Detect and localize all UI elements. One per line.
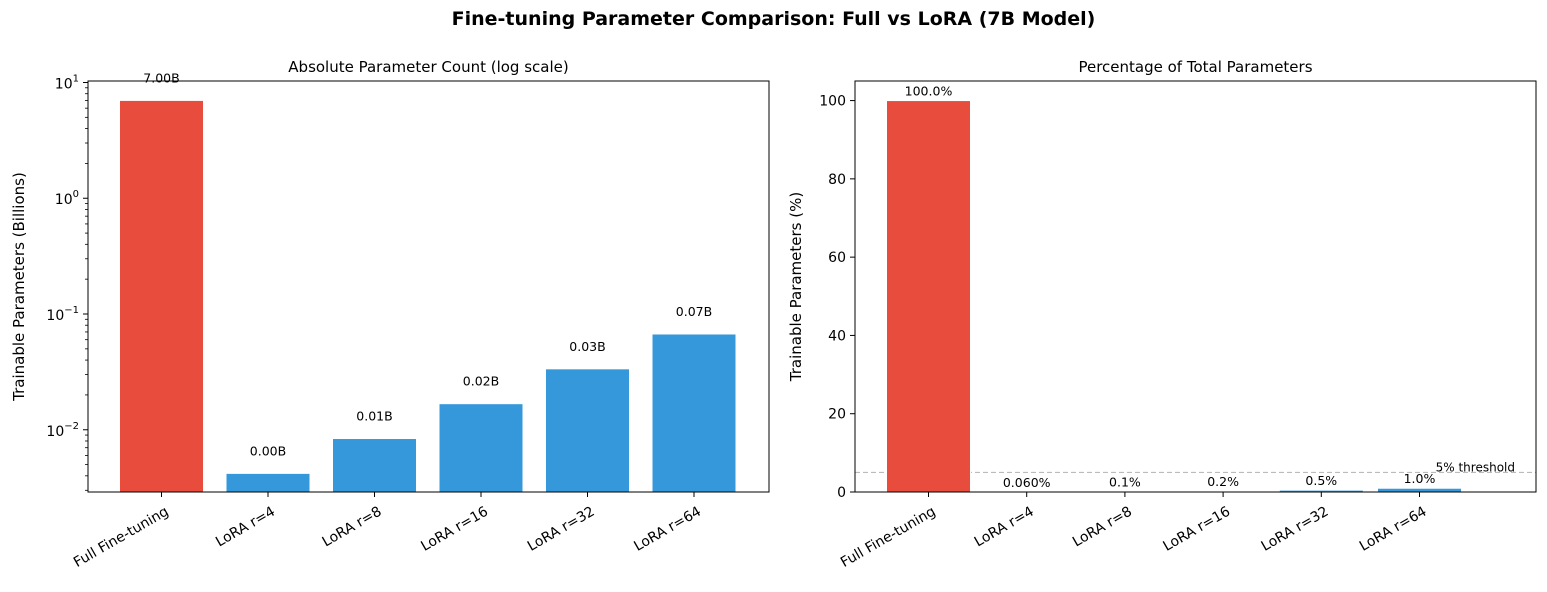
- bar-data-label: 0.07B: [676, 304, 712, 319]
- y-axis-label: Trainable Parameters (%): [787, 192, 805, 382]
- bar-1: [119, 99, 204, 493]
- bar-data-label: 0.02B: [463, 374, 499, 389]
- panel-title: Percentage of Total Parameters: [1078, 58, 1312, 76]
- y-tick-label: 80: [828, 172, 846, 188]
- bar-3: [332, 438, 417, 493]
- y-tick-label: 10−2: [46, 421, 79, 440]
- y-tick-label: 40: [828, 328, 846, 344]
- x-tick-label: Full Fine-tuning: [71, 504, 171, 571]
- threshold-label: 5% threshold: [1436, 460, 1515, 474]
- bar-2: [225, 472, 311, 493]
- panel-title: Absolute Parameter Count (log scale): [288, 58, 568, 76]
- y-tick-label: 0: [837, 485, 846, 501]
- bar-data-label: 0.00B: [250, 443, 286, 458]
- x-tick-label: Full Fine-tuning: [838, 504, 938, 571]
- bar-4: [438, 403, 524, 493]
- x-tick-label: LoRA r=16: [418, 504, 491, 555]
- figure-title: Fine-tuning Parameter Comparison: Full v…: [451, 8, 1096, 30]
- bar-data-label: 0.1%: [1109, 475, 1141, 490]
- x-tick-label: LoRA r=32: [1259, 504, 1332, 555]
- bar-6: [1377, 487, 1462, 493]
- plot-frame: [87, 80, 770, 493]
- x-tick-label: LoRA r=8: [1070, 504, 1135, 551]
- x-tick-label: LoRA r=8: [320, 504, 385, 551]
- bar-data-label: 0.060%: [1003, 475, 1051, 490]
- chart-panel-1: Absolute Parameter Count (log scale) Trai…: [10, 58, 770, 571]
- bar-data-label: 0.2%: [1207, 474, 1239, 489]
- bar-data-label: 1.0%: [1404, 471, 1436, 486]
- x-tick-label: LoRA r=64: [631, 504, 704, 555]
- plot-frame: [854, 80, 1537, 493]
- x-tick-label: LoRA r=4: [213, 504, 278, 551]
- bar-6: [651, 333, 737, 493]
- y-axis-label: Trainable Parameters (Billions): [10, 172, 28, 402]
- x-tick-label: LoRA r=4: [972, 504, 1037, 551]
- bar-data-label: 0.5%: [1305, 473, 1337, 488]
- y-tick-label: 100: [819, 94, 846, 110]
- bar-1: [886, 100, 971, 493]
- bar-5: [545, 368, 630, 493]
- x-tick-label: LoRA r=64: [1357, 504, 1430, 555]
- y-tick-label: 20: [828, 407, 846, 423]
- y-tick-label: 101: [55, 73, 79, 92]
- bar-data-label: 0.03B: [569, 339, 605, 354]
- x-tick-label: LoRA r=16: [1160, 504, 1233, 555]
- x-tick-label: LoRA r=32: [525, 504, 598, 555]
- y-tick-label: 10−1: [46, 305, 79, 324]
- bar-data-label: 100.0%: [905, 84, 953, 99]
- bar-data-label: 7.00B: [143, 70, 179, 85]
- chart-panel-2: Percentage of Total Parameters Trainable …: [787, 58, 1537, 571]
- y-tick-label: 60: [828, 250, 846, 266]
- y-tick-label: 100: [55, 189, 79, 208]
- bar-data-label: 0.01B: [356, 409, 392, 424]
